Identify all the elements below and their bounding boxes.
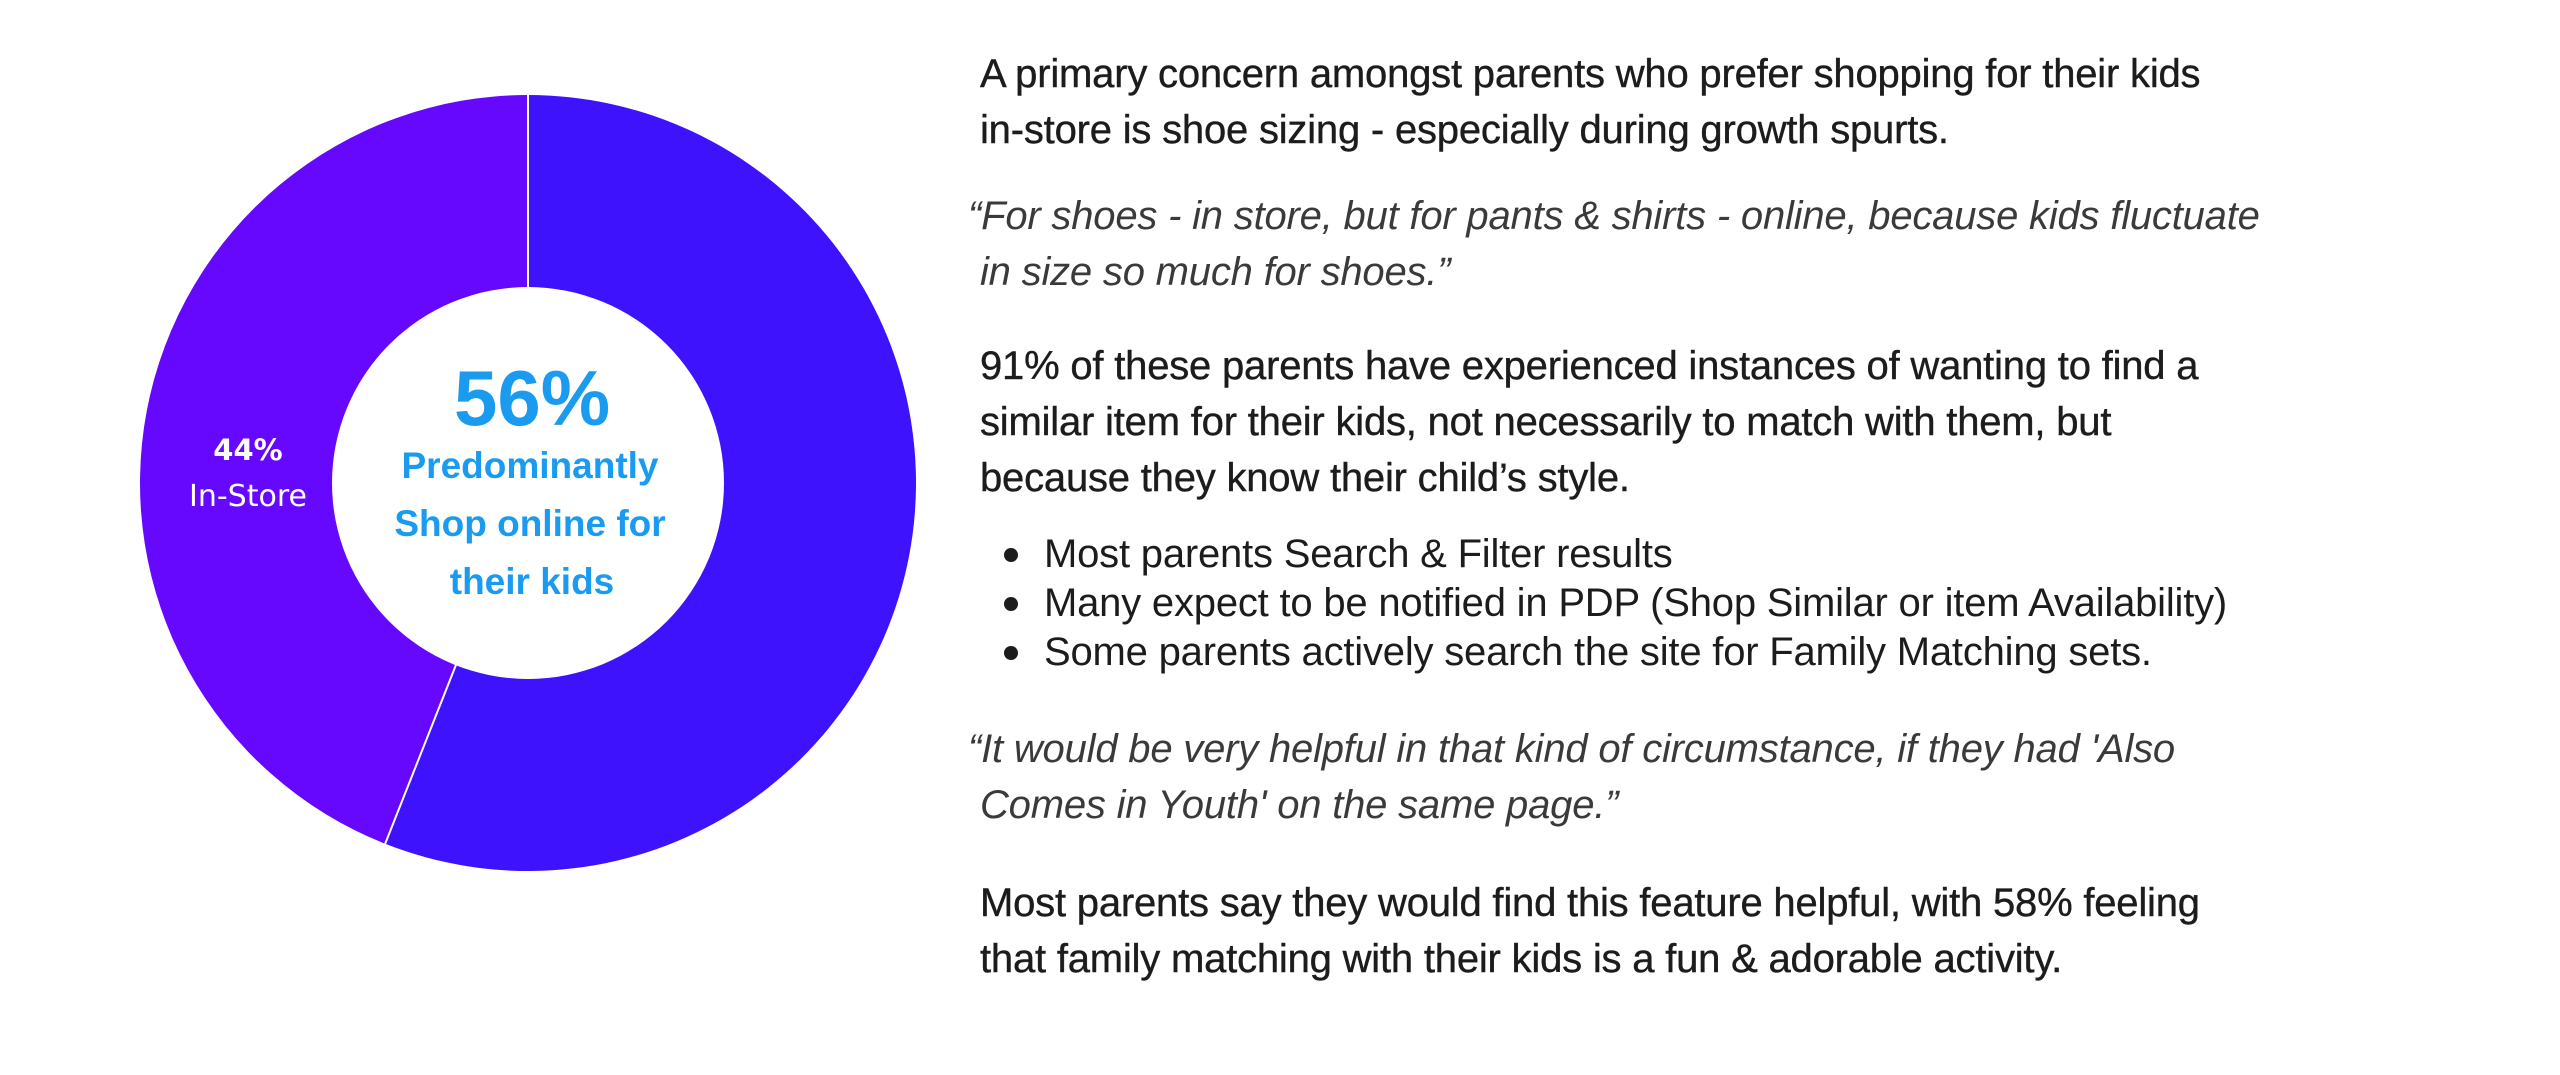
center-label-line-2: Shop online for <box>394 503 665 544</box>
bullet-icon <box>1004 548 1018 562</box>
list-item-text: Many expect to be notified in PDP (Shop … <box>1044 581 2228 625</box>
list-item-text: Most parents Search & Filter results <box>1044 532 1673 576</box>
quote-line: Comes in Youth' on the same page.” <box>980 783 1619 827</box>
bullet-icon <box>1004 597 1018 611</box>
quote-youth: “It would be very helpful in that kind o… <box>968 721 2408 833</box>
quote-shoes: “For shoes - in store, but for pants & s… <box>968 188 2408 300</box>
list-item-text: Some parents actively search the site fo… <box>1044 630 2152 674</box>
bullet-icon <box>1004 646 1018 660</box>
finding-line: 91% of these parents have experienced in… <box>980 344 2199 388</box>
conclusion-line: Most parents say they would find this fe… <box>980 881 2200 925</box>
instore-text-label: In-Store <box>189 479 307 514</box>
quote-line: “For shoes - in store, but for pants & s… <box>968 194 2260 238</box>
quote-line: “It would be very helpful in that kind o… <box>968 727 2175 771</box>
intro-line: A primary concern amongst parents who pr… <box>980 52 2201 96</box>
behavior-list: Most parents Search & Filter results Man… <box>1004 530 2408 677</box>
conclusion-line: that family matching with their kids is … <box>980 937 2063 981</box>
quote-line: in size so much for shoes.” <box>980 250 1451 294</box>
donut-chart: 56% Predominantly Shop online for their … <box>140 95 916 871</box>
finding-line: because they know their child’s style. <box>980 456 1630 500</box>
finding-paragraph: 91% of these parents have experienced in… <box>968 338 2408 506</box>
intro-paragraph: A primary concern amongst parents who pr… <box>968 46 2408 158</box>
center-percent-label: 56% <box>454 354 610 442</box>
conclusion-paragraph: Most parents say they would find this fe… <box>968 875 2408 987</box>
finding-line: similar item for their kids, not necessa… <box>980 400 2112 444</box>
donut-hole <box>332 287 724 679</box>
insights-column: A primary concern amongst parents who pr… <box>968 46 2408 987</box>
instore-percent-label: 44% <box>213 433 282 467</box>
intro-line: in-store is shoe sizing - especially dur… <box>980 108 1949 152</box>
list-item: Some parents actively search the site fo… <box>1004 628 2408 677</box>
center-label-line-1: Predominantly <box>402 445 659 486</box>
list-item: Many expect to be notified in PDP (Shop … <box>1004 579 2408 628</box>
center-label-line-3: their kids <box>450 561 615 602</box>
list-item: Most parents Search & Filter results <box>1004 530 2408 579</box>
